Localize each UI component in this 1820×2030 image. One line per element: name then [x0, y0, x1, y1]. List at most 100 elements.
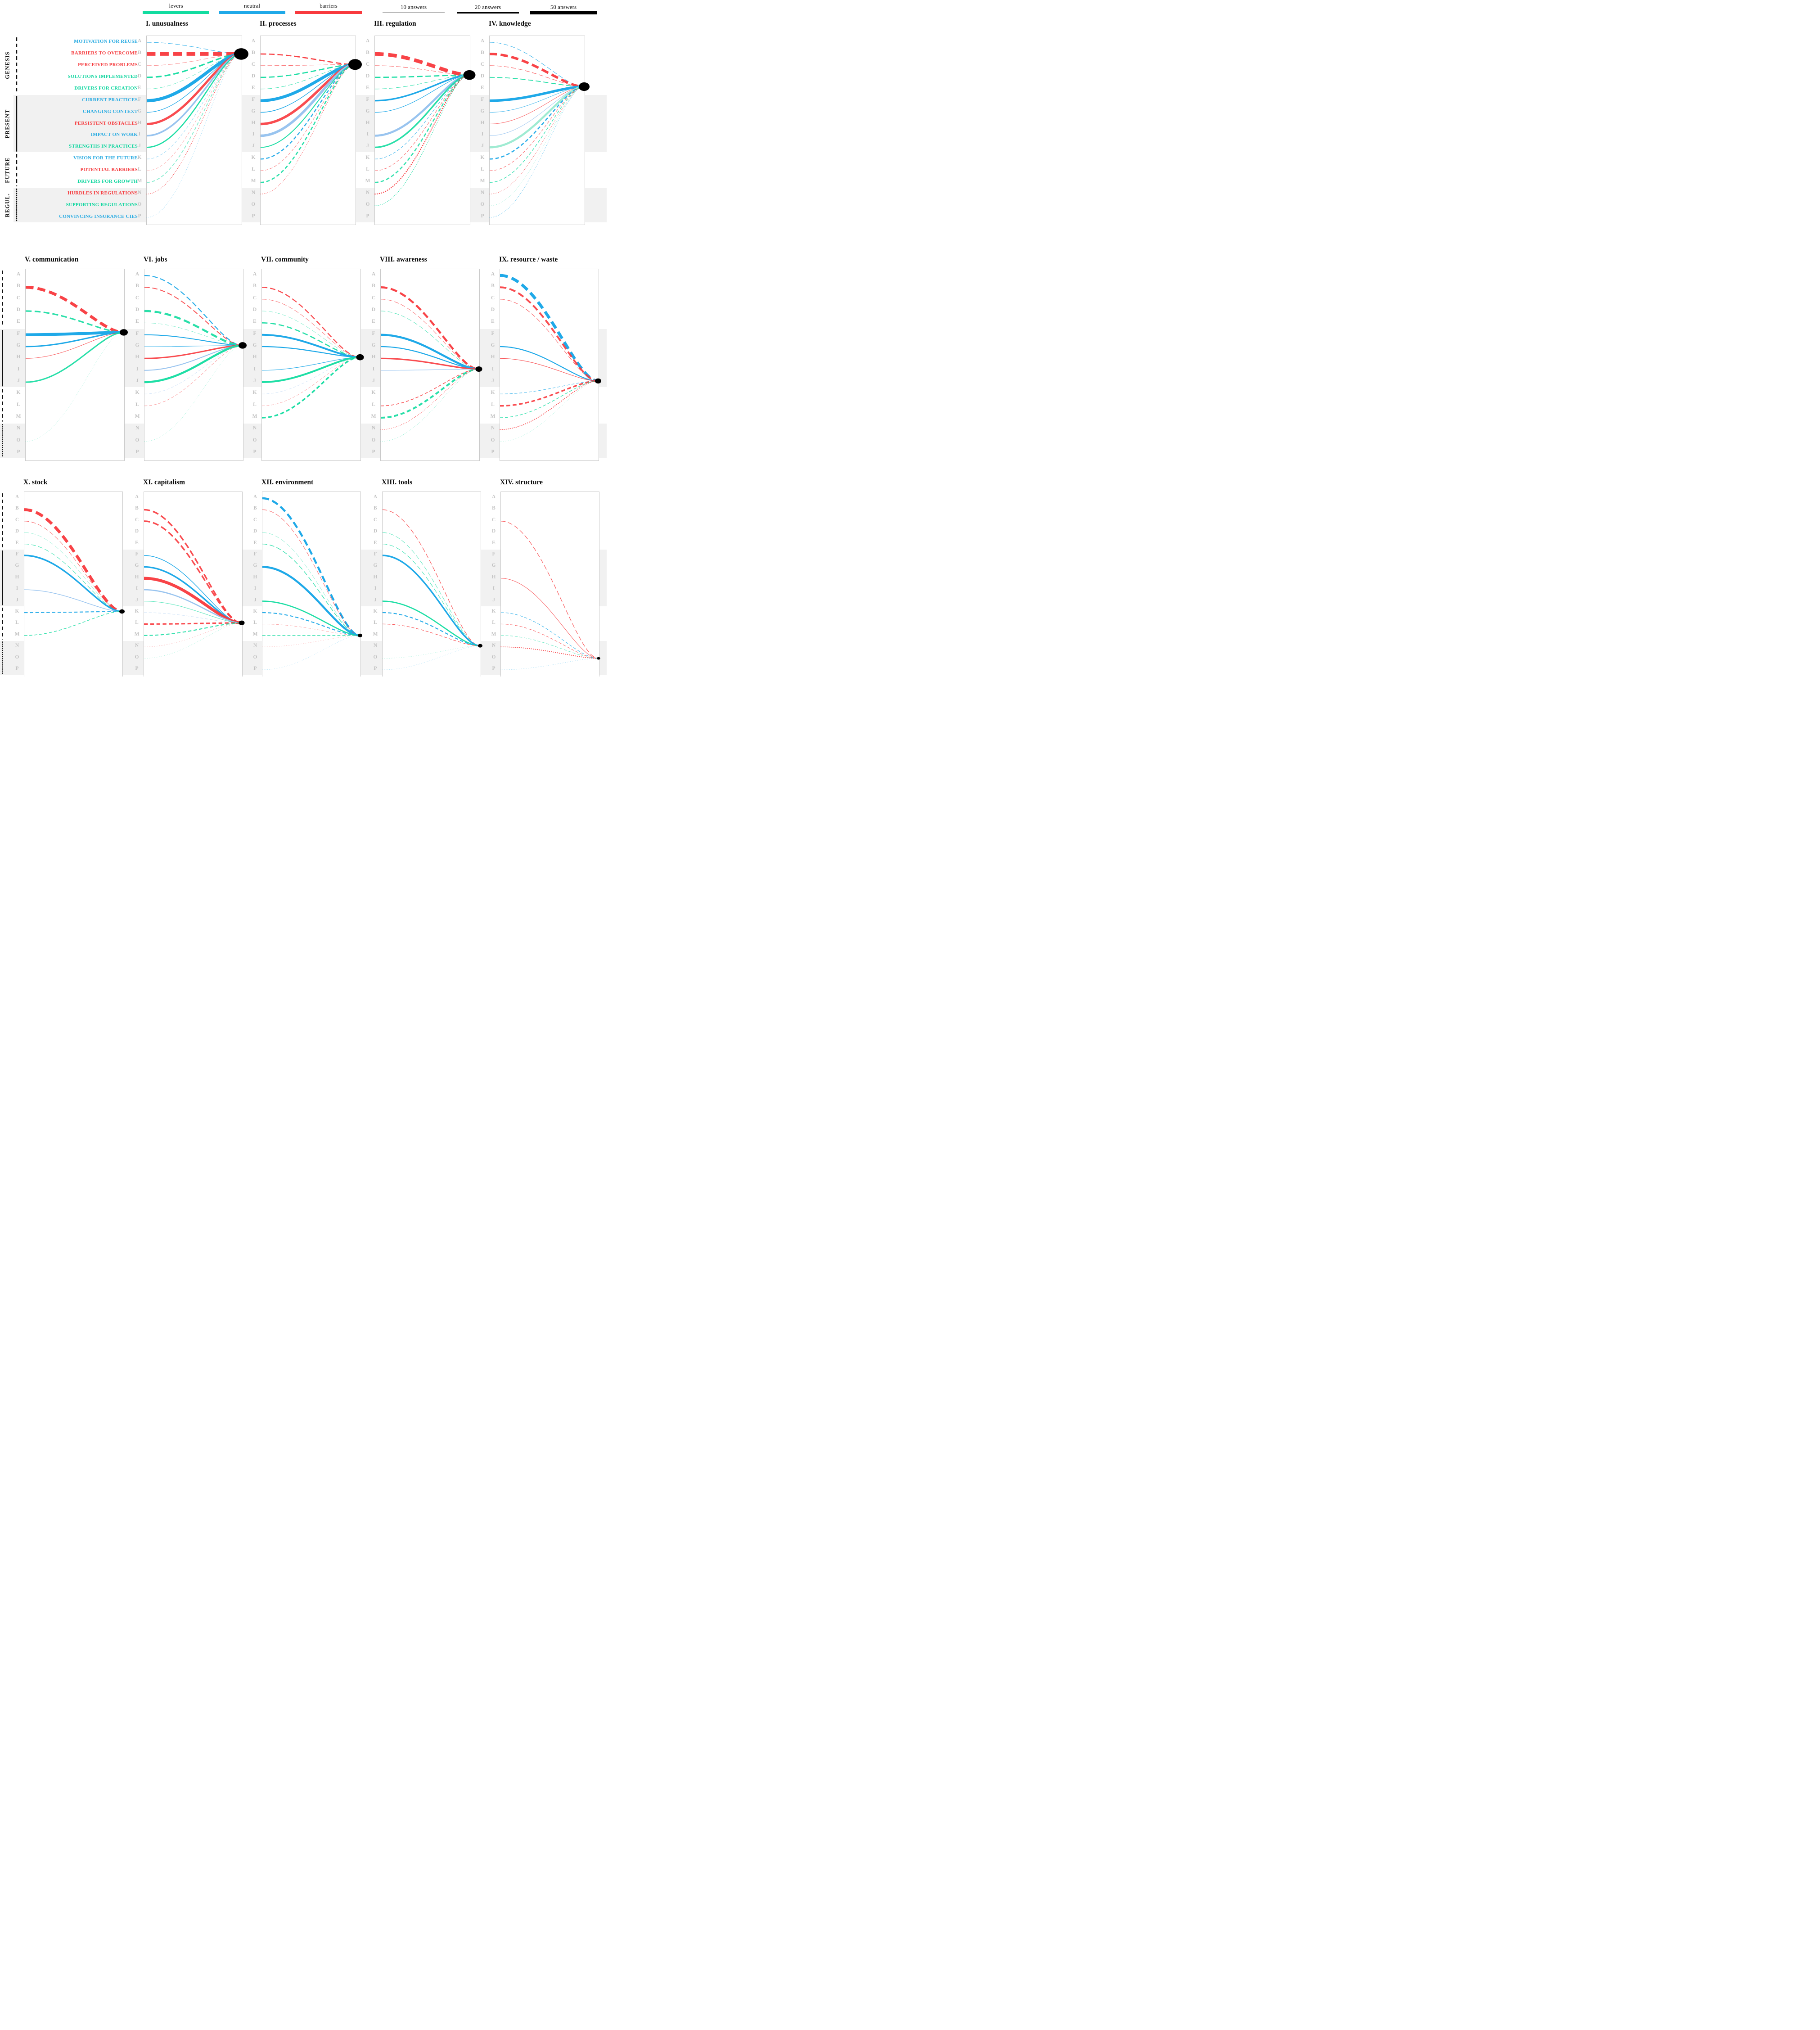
- panel-row-letter: C: [135, 517, 139, 523]
- answer-line-K: [24, 611, 122, 614]
- answer-line-I: [374, 74, 469, 137]
- panel-row-letter: K: [15, 609, 19, 614]
- panel-row-letter: M: [491, 631, 496, 637]
- panel-row-letter: K: [137, 155, 142, 161]
- answer-line-D: [25, 310, 124, 333]
- panel-row-letter: F: [17, 330, 20, 336]
- panel-row-letter: J: [136, 378, 139, 383]
- panel-row-letter: I: [252, 131, 255, 137]
- panel-row-letter: H: [135, 354, 140, 360]
- answer-line-L: [260, 64, 355, 171]
- panel-plot-area: [380, 269, 482, 461]
- panel-row-letter: K: [491, 609, 496, 614]
- panel-row-letter: A: [137, 38, 142, 44]
- panel-row-letter: K: [365, 155, 370, 161]
- answer-line-O: [382, 645, 480, 659]
- panel-row-letter: J: [135, 597, 138, 603]
- group-bar-regul: [2, 424, 3, 458]
- panel-row-letter: A: [135, 271, 140, 277]
- panel-row-letter: H: [137, 120, 142, 126]
- answer-line-K: [374, 75, 469, 159]
- panel-plot-area: [261, 269, 364, 461]
- answer-line-G: [489, 86, 584, 113]
- panel-row-letter: F: [253, 330, 257, 336]
- panel-row-letter: L: [17, 401, 20, 407]
- answer-line-B: [261, 287, 360, 358]
- answer-line-L: [382, 623, 480, 646]
- panel-row-letter: L: [252, 167, 255, 172]
- panel-row-letter: B: [15, 505, 19, 511]
- panel-row-letter: G: [253, 563, 257, 568]
- convergence-dot: [239, 620, 245, 626]
- row-label-F: CURRENT PRACTICES: [82, 97, 138, 103]
- panel-row-letter: C: [252, 295, 257, 301]
- panel-row-letter: C: [491, 295, 495, 301]
- panel-row-letter: C: [365, 61, 370, 67]
- panel-row-letter: D: [16, 307, 21, 312]
- convergence-dot: [119, 609, 125, 614]
- panel-plot-area: [144, 269, 247, 461]
- convergence-dot: [463, 70, 476, 80]
- row-label-G: CHANGING CONTEXT: [82, 108, 138, 114]
- legend-neutral-label: neutral: [243, 2, 261, 9]
- panel-row-letter: P: [252, 213, 255, 219]
- panel-row-letter: L: [253, 620, 257, 626]
- panel-row-letter: L: [135, 401, 139, 407]
- convergence-dot: [239, 342, 247, 349]
- panel-plot-area: [489, 36, 590, 225]
- panel-row-letter: I: [16, 586, 18, 591]
- panel-plot-area: [500, 269, 601, 461]
- panel-row-letter: A: [251, 38, 256, 44]
- answer-line-O: [374, 74, 469, 206]
- panel-canvas: [146, 42, 248, 218]
- panel-row-letter: F: [492, 551, 496, 557]
- answer-line-O: [489, 86, 584, 206]
- panel-plot-area: [500, 492, 600, 677]
- panel-row-letter: G: [15, 563, 19, 568]
- panel-row-letter: H: [491, 354, 495, 360]
- panel-row-letter: K: [480, 155, 485, 161]
- panel-title: XI. capitalism: [143, 478, 185, 486]
- panel-row-letter: J: [481, 143, 484, 149]
- answer-line-B: [489, 53, 584, 88]
- panel-row-letter: G: [135, 343, 140, 348]
- panel-row-letter: K: [491, 390, 495, 396]
- answer-line-B: [380, 286, 479, 370]
- panel-row-letter: J: [491, 378, 494, 383]
- panel-row-letter: P: [481, 213, 484, 219]
- answer-line-K: [260, 64, 355, 160]
- panel-row-letter: F: [252, 96, 255, 102]
- panel-title: IX. resource / waste: [499, 256, 558, 263]
- panel-row-letter: G: [365, 108, 370, 114]
- panel-title: X. stock: [23, 478, 48, 486]
- answer-line-J: [25, 331, 124, 383]
- panel-row-letter: D: [15, 528, 19, 534]
- panel-row-letter: N: [135, 425, 140, 431]
- answer-line-J: [261, 356, 360, 383]
- answer-line-M: [500, 380, 598, 418]
- answer-line-O: [144, 345, 243, 442]
- convergence-dot: [478, 644, 482, 648]
- convergence-dot: [597, 657, 600, 660]
- panel-row-letter: L: [481, 167, 484, 172]
- panel-row-letter: K: [373, 609, 378, 614]
- answer-line-K: [144, 612, 242, 623]
- panel-row-letter: B: [135, 283, 139, 289]
- row-label-B: BARRIERS TO OVERCOME: [71, 50, 138, 56]
- answer-line-H: [500, 578, 599, 659]
- answer-line-E: [24, 544, 122, 612]
- legend-levers-swatch: [143, 11, 209, 14]
- panel-row-letter: F: [491, 330, 495, 336]
- panel-row-letter: C: [251, 61, 256, 67]
- panel-row-letter: I: [17, 366, 20, 372]
- panel-row-letter: G: [252, 343, 257, 348]
- panel-title: I. unusualness: [146, 20, 188, 27]
- panel-plot-area: [24, 492, 125, 677]
- answer-line-O: [25, 332, 124, 442]
- panel-row-letter: F: [366, 96, 369, 102]
- answer-line-D: [24, 532, 122, 612]
- panel-row-letter: I: [374, 586, 377, 591]
- panel-row-letter: A: [491, 271, 495, 277]
- answer-line-P: [382, 645, 480, 670]
- panel-row-letter: I: [136, 366, 139, 372]
